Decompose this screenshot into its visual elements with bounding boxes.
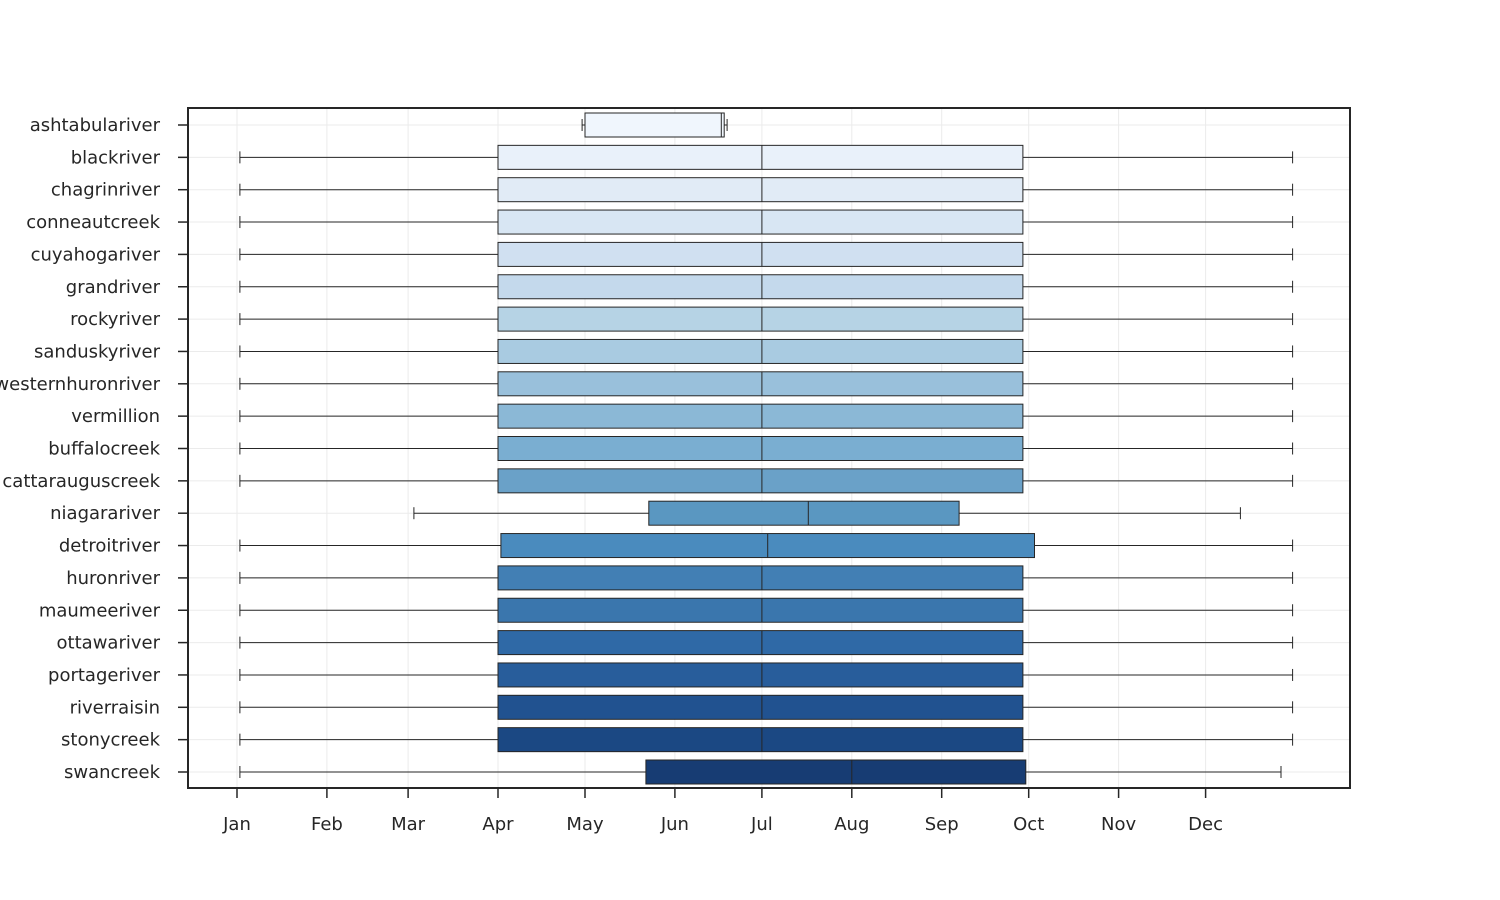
box-vermillion	[239, 403, 1294, 429]
box-cattarauguscreek	[239, 468, 1294, 494]
box-huronriver	[239, 565, 1294, 591]
y-tick-label: stonycreek	[61, 730, 161, 751]
box-body	[645, 759, 1027, 785]
box-westernhuronriver	[239, 371, 1294, 397]
box-stonycreek	[239, 727, 1294, 753]
y-tick-label: detroitriver	[59, 536, 161, 557]
x-tick-label: Jun	[660, 814, 689, 835]
y-tick-label: chagrinriver	[51, 180, 161, 201]
box-ottawariver	[239, 630, 1294, 656]
y-tick-label: conneautcreek	[26, 212, 160, 233]
box-riverraisin	[239, 694, 1294, 720]
box-body	[497, 727, 1024, 753]
x-tick-label: Aug	[834, 814, 869, 835]
x-axis: Jan Feb Mar Apr May Jun Jul Aug Sep Oct Nov Dec	[222, 788, 1223, 835]
y-tick-label: huronriver	[66, 568, 160, 589]
box-series	[239, 112, 1294, 785]
box-body	[497, 597, 1024, 623]
box-body	[497, 306, 1024, 332]
box-grandriver	[239, 274, 1294, 300]
y-tick-label: swancreek	[64, 762, 161, 783]
x-tick-label: Dec	[1188, 814, 1223, 835]
x-tick-label: Jan	[222, 814, 251, 835]
box-body	[497, 209, 1024, 235]
box-body	[497, 338, 1024, 364]
y-tick-label: ashtabulariver	[30, 115, 161, 136]
y-tick-label: portageriver	[48, 665, 161, 686]
x-tick-label: Mar	[391, 814, 426, 835]
box-cuyahogariver	[239, 241, 1294, 267]
box-sanduskyriver	[239, 338, 1294, 364]
x-tick-label: Feb	[311, 814, 343, 835]
box-body	[497, 565, 1024, 591]
box-chagrinriver	[239, 177, 1294, 203]
y-tick-label: sanduskyriver	[34, 341, 161, 362]
y-tick-label: niagarariver	[50, 503, 160, 524]
box-swancreek	[239, 759, 1282, 785]
y-tick-label: cattarauguscreek	[2, 471, 160, 492]
x-tick-label: Sep	[925, 814, 959, 835]
box-niagarariver	[413, 500, 1241, 526]
box-body	[584, 112, 725, 138]
x-tick-label: Nov	[1101, 814, 1136, 835]
box-buffalocreek	[239, 436, 1294, 461]
y-tick-label: riverraisin	[70, 697, 160, 718]
x-tick-label: May	[566, 814, 604, 835]
box-rockyriver	[239, 306, 1294, 332]
box-blackriver	[239, 144, 1294, 170]
box-body	[497, 436, 1024, 461]
y-tick-label: vermillion	[71, 406, 160, 427]
box-ashtabulariver	[581, 112, 728, 138]
box-body	[497, 630, 1024, 656]
y-tick-label: cuyahogariver	[31, 244, 161, 265]
box-body	[497, 241, 1024, 267]
box-body	[497, 177, 1024, 203]
y-tick-label: buffalocreek	[48, 439, 160, 460]
y-axis: ashtabulariver blackriver chagrinriver conn…	[0, 115, 188, 783]
box-portageriver	[239, 662, 1294, 688]
x-tick-label: Apr	[482, 814, 514, 835]
y-tick-label: westernhuronriver	[0, 374, 161, 395]
box-maumeeriver	[239, 597, 1294, 623]
box-body	[497, 662, 1024, 688]
box-body	[497, 274, 1024, 300]
box-body	[497, 694, 1024, 720]
y-tick-label: grandriver	[66, 277, 161, 298]
y-tick-label: maumeeriver	[39, 600, 161, 621]
box-body	[648, 500, 960, 526]
y-tick-label: blackriver	[71, 147, 161, 168]
box-body	[497, 468, 1024, 494]
x-tick-label: Oct	[1013, 814, 1044, 835]
box-detroitriver	[239, 533, 1294, 559]
y-tick-label: rockyriver	[70, 309, 160, 330]
y-tick-label: ottawariver	[57, 633, 161, 654]
box-body	[497, 403, 1024, 429]
x-tick-label: Jul	[750, 814, 773, 835]
box-body	[497, 371, 1024, 397]
box-body	[497, 144, 1024, 170]
box-conneautcreek	[239, 209, 1294, 235]
